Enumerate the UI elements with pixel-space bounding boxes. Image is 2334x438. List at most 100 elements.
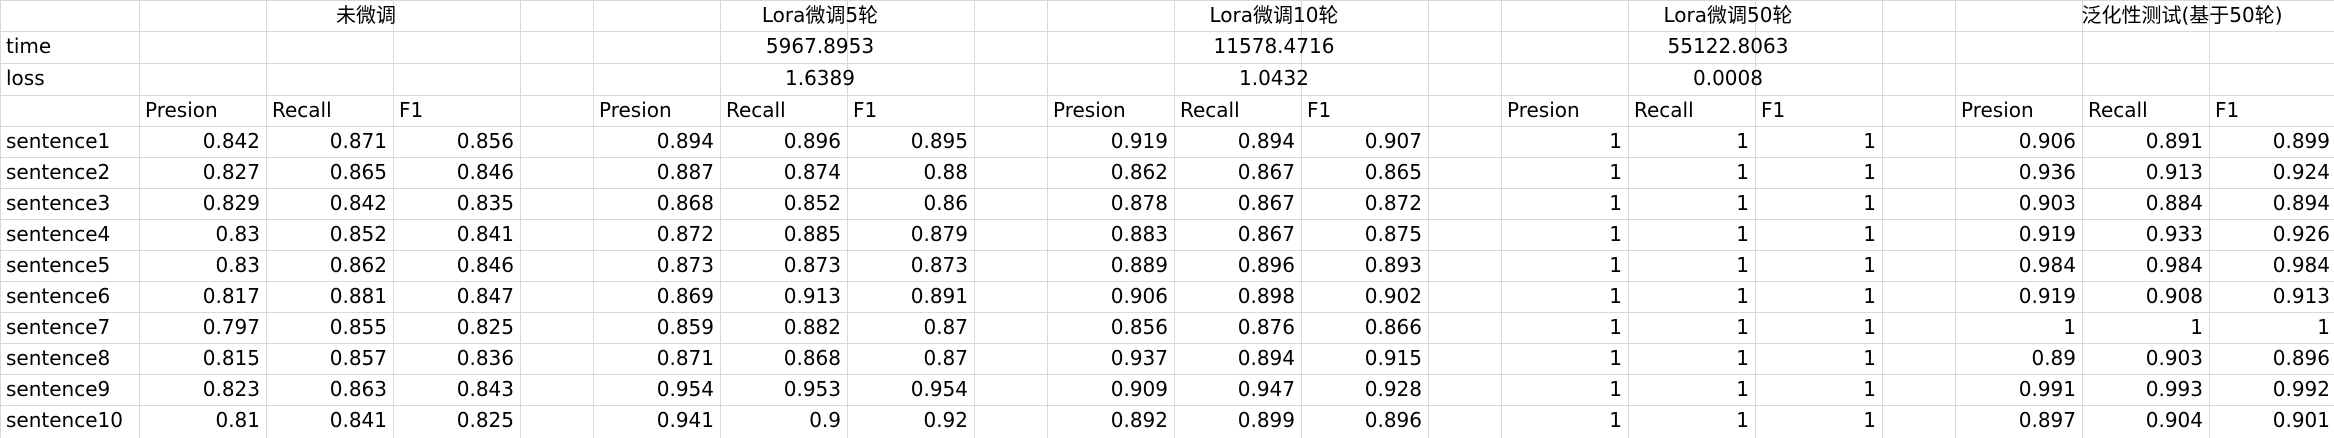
data-cell[interactable]: 1 [1736, 191, 1749, 215]
data-cell[interactable]: 0.862 [1110, 160, 1168, 184]
data-cell[interactable]: 1 [1863, 346, 1876, 370]
data-cell[interactable]: 0.909 [1110, 377, 1168, 401]
data-cell[interactable]: 0.907 [1364, 129, 1422, 153]
data-cell[interactable]: 1 [1736, 160, 1749, 184]
metric-header[interactable]: Presion [599, 98, 672, 122]
data-cell[interactable]: 1 [1609, 377, 1622, 401]
data-cell[interactable]: 0.947 [1237, 377, 1295, 401]
data-cell[interactable]: 0.924 [2272, 160, 2330, 184]
data-cell[interactable]: 0.836 [456, 346, 514, 370]
data-cell[interactable]: 0.825 [456, 408, 514, 432]
data-cell[interactable]: 0.862 [329, 253, 387, 277]
data-cell[interactable]: 0.867 [1237, 191, 1295, 215]
data-cell[interactable]: 0.896 [1237, 253, 1295, 277]
data-cell[interactable]: 0.823 [202, 377, 260, 401]
data-cell[interactable]: 0.906 [1110, 284, 1168, 308]
data-cell[interactable]: 0.984 [2145, 253, 2203, 277]
data-cell[interactable]: 0.889 [1110, 253, 1168, 277]
data-cell[interactable]: 0.847 [456, 284, 514, 308]
data-cell[interactable]: 0.867 [1237, 222, 1295, 246]
data-cell[interactable]: 0.852 [783, 191, 841, 215]
group-header[interactable]: 泛化性测试(基于50轮) [2081, 3, 2283, 27]
data-cell[interactable]: 0.984 [2272, 253, 2330, 277]
data-cell[interactable]: 0.87 [923, 315, 968, 339]
data-cell[interactable]: 1 [1863, 222, 1876, 246]
data-cell[interactable]: 0.894 [1237, 346, 1295, 370]
data-cell[interactable]: 0.817 [202, 284, 260, 308]
data-cell[interactable]: 0.855 [329, 315, 387, 339]
data-cell[interactable]: 1 [1863, 284, 1876, 308]
data-cell[interactable]: 0.903 [2145, 346, 2203, 370]
group-loss-value[interactable]: 0.0008 [1693, 66, 1763, 90]
data-cell[interactable]: 0.913 [2145, 160, 2203, 184]
group-header[interactable]: Lora微调10轮 [1209, 3, 1339, 27]
data-cell[interactable]: 0.871 [329, 129, 387, 153]
row-label-sentence[interactable]: sentence8 [6, 346, 111, 370]
data-cell[interactable]: 1 [1736, 315, 1749, 339]
data-cell[interactable]: 1 [1736, 222, 1749, 246]
metric-header[interactable]: Presion [1961, 98, 2034, 122]
metric-header[interactable]: Presion [1507, 98, 1580, 122]
group-loss-value[interactable]: 1.0432 [1239, 66, 1309, 90]
data-cell[interactable]: 0.904 [2145, 408, 2203, 432]
data-cell[interactable]: 0.937 [1110, 346, 1168, 370]
data-cell[interactable]: 0.885 [783, 222, 841, 246]
data-cell[interactable]: 0.87 [923, 346, 968, 370]
group-time-value[interactable]: 11578.4716 [1213, 34, 1335, 58]
data-cell[interactable]: 0.954 [910, 377, 968, 401]
data-cell[interactable]: 0.875 [1364, 222, 1422, 246]
data-cell[interactable]: 0.897 [2018, 408, 2076, 432]
metric-header[interactable]: F1 [399, 98, 424, 122]
data-cell[interactable]: 0.856 [1110, 315, 1168, 339]
data-cell[interactable]: 0.896 [783, 129, 841, 153]
data-cell[interactable]: 1 [1863, 253, 1876, 277]
data-cell[interactable]: 1 [1609, 222, 1622, 246]
data-cell[interactable]: 0.841 [329, 408, 387, 432]
data-cell[interactable]: 0.898 [1237, 284, 1295, 308]
data-cell[interactable]: 0.893 [1364, 253, 1422, 277]
data-cell[interactable]: 0.894 [1237, 129, 1295, 153]
data-cell[interactable]: 0.83 [215, 253, 260, 277]
data-cell[interactable]: 0.842 [202, 129, 260, 153]
group-header[interactable]: Lora微调50轮 [1663, 3, 1793, 27]
data-cell[interactable]: 0.953 [783, 377, 841, 401]
data-cell[interactable]: 0.827 [202, 160, 260, 184]
data-cell[interactable]: 0.869 [656, 284, 714, 308]
data-cell[interactable]: 1 [1609, 253, 1622, 277]
row-label-sentence[interactable]: sentence1 [6, 129, 111, 153]
group-header[interactable]: Lora微调5轮 [761, 3, 879, 27]
group-time-value[interactable] [1955, 31, 2334, 62]
data-cell[interactable]: 0.872 [1364, 191, 1422, 215]
data-cell[interactable]: 0.993 [2145, 377, 2203, 401]
data-cell[interactable]: 0.868 [656, 191, 714, 215]
data-cell[interactable]: 0.991 [2018, 377, 2076, 401]
metric-header[interactable]: Recall [1180, 98, 1240, 122]
data-cell[interactable]: 0.899 [1237, 408, 1295, 432]
data-cell[interactable]: 0.913 [783, 284, 841, 308]
data-cell[interactable]: 0.81 [215, 408, 260, 432]
data-cell[interactable]: 0.873 [656, 253, 714, 277]
row-label-sentence[interactable]: sentence2 [6, 160, 111, 184]
data-cell[interactable]: 0.906 [2018, 129, 2076, 153]
data-cell[interactable]: 0.928 [1364, 377, 1422, 401]
data-cell[interactable]: 1 [1736, 408, 1749, 432]
data-cell[interactable]: 0.835 [456, 191, 514, 215]
data-cell[interactable]: 0.881 [329, 284, 387, 308]
data-cell[interactable]: 0.896 [2272, 346, 2330, 370]
data-cell[interactable]: 1 [2063, 315, 2076, 339]
metric-header[interactable]: Presion [145, 98, 218, 122]
data-cell[interactable]: 0.984 [2018, 253, 2076, 277]
data-cell[interactable]: 1 [2317, 315, 2330, 339]
data-cell[interactable]: 1 [1609, 408, 1622, 432]
group-header[interactable]: 未微调 [336, 3, 396, 27]
row-label-sentence[interactable]: sentence7 [6, 315, 111, 339]
row-label-sentence[interactable]: sentence5 [6, 253, 111, 277]
data-cell[interactable]: 1 [1609, 160, 1622, 184]
data-cell[interactable]: 0.89 [2031, 346, 2076, 370]
metric-header[interactable]: F1 [1761, 98, 1786, 122]
data-cell[interactable]: 0.896 [1364, 408, 1422, 432]
data-cell[interactable]: 0.843 [456, 377, 514, 401]
metric-header[interactable]: Presion [1053, 98, 1126, 122]
data-cell[interactable]: 0.842 [329, 191, 387, 215]
data-cell[interactable]: 1 [1863, 160, 1876, 184]
